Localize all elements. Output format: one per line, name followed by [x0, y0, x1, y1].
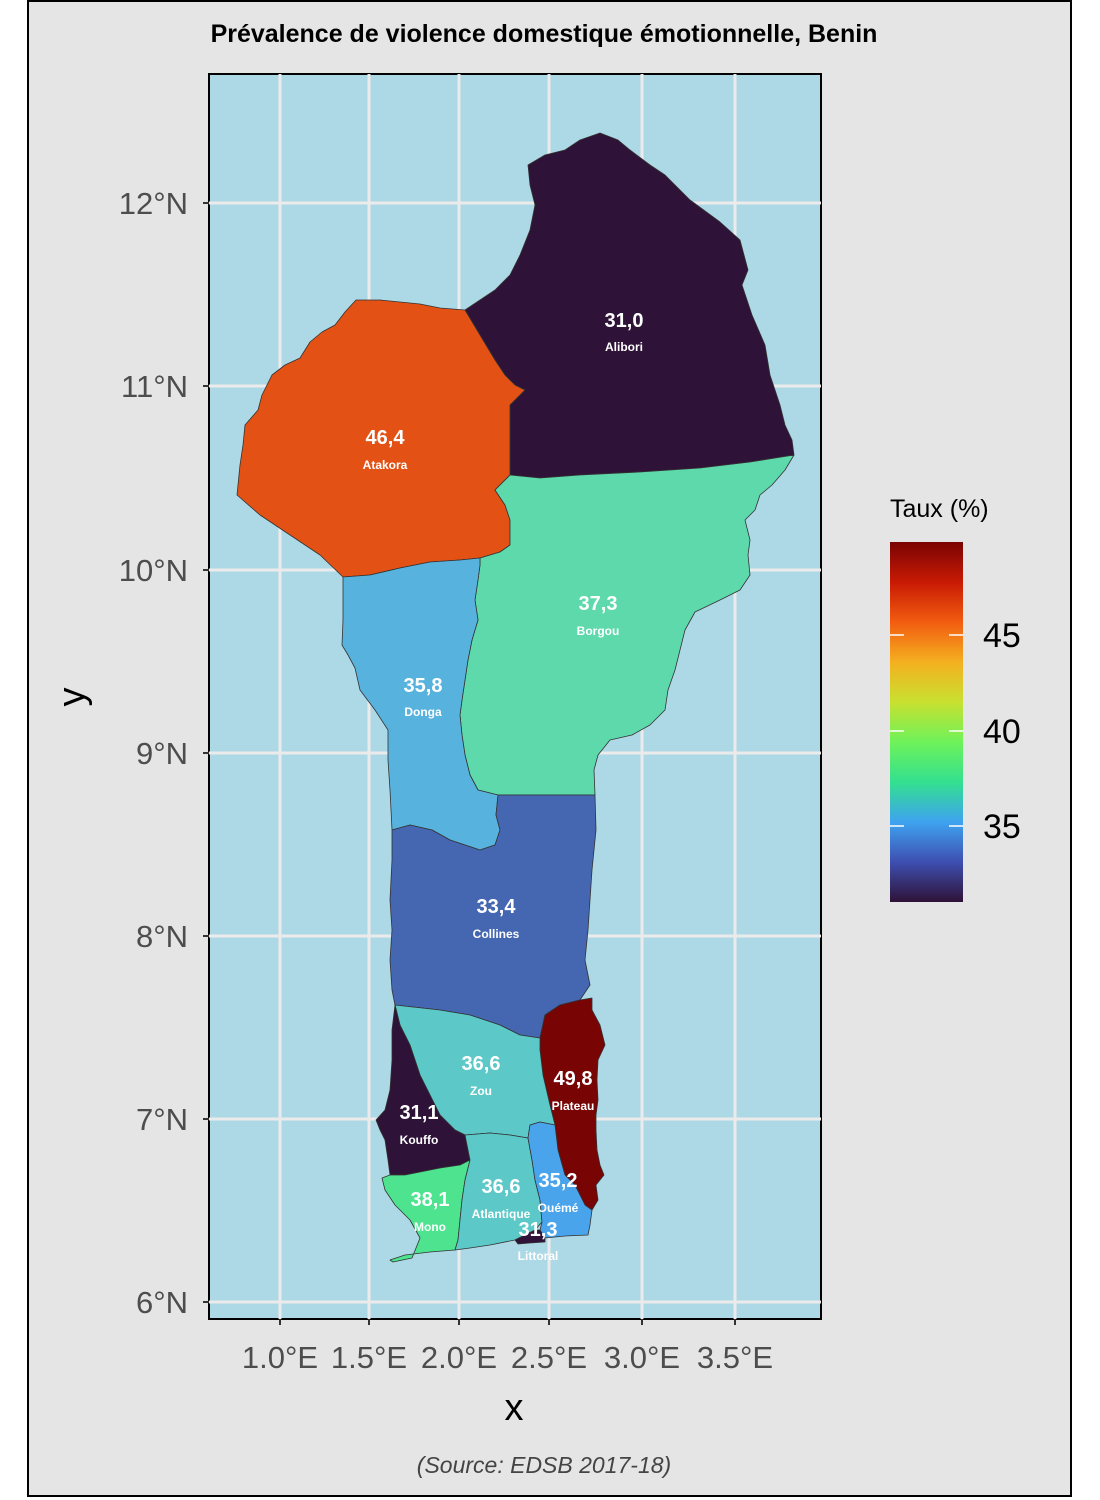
y-axis-title: y [51, 688, 93, 707]
y-tick-label: 11°N [121, 369, 188, 404]
legend-colorbar [890, 542, 963, 902]
value-label-littoral: 31,3 [519, 1219, 558, 1241]
value-label-donga: 35,8 [404, 675, 443, 697]
legend-tick-label: 40 [983, 713, 1021, 751]
y-tick-label: 7°N [136, 1102, 188, 1137]
value-label-atakora: 46,4 [366, 427, 406, 449]
name-label-kouffo: Kouffo [400, 1133, 439, 1147]
region-collines [389, 794, 597, 1039]
name-label-atakora: Atakora [363, 458, 408, 472]
legend-tick-label: 45 [983, 617, 1021, 655]
value-label-plateau: 49,8 [554, 1068, 593, 1090]
value-label-collines: 33,4 [477, 896, 517, 918]
value-label-borgou: 37,3 [579, 593, 618, 615]
value-label-oueme: 35,2 [539, 1170, 578, 1192]
value-label-zou: 36,6 [462, 1053, 501, 1075]
y-tick-label: 12°N [119, 186, 188, 221]
name-label-collines: Collines [473, 927, 520, 941]
x-tick-labels: 1.0°E 1.5°E 2.0°E 2.5°E 3.0°E 3.5°E [242, 1340, 773, 1375]
region-labels: 31,0 Alibori 46,4 Atakora 37,3 Borgou 35… [363, 310, 644, 1263]
y-tick-labels: 12°N 11°N 10°N 9°N 8°N 7°N 6°N [119, 186, 188, 1320]
regions [236, 132, 795, 1263]
x-tick-label: 2.0°E [421, 1340, 497, 1375]
y-axis-ticks [203, 202, 209, 1303]
legend-tick-label: 35 [983, 808, 1021, 846]
name-label-zou: Zou [470, 1084, 492, 1098]
name-label-littoral: Littoral [518, 1249, 559, 1263]
value-label-kouffo: 31,1 [400, 1102, 439, 1124]
y-tick-label: 8°N [136, 919, 188, 954]
x-axis-ticks [279, 1319, 736, 1325]
value-label-mono: 38,1 [411, 1189, 450, 1211]
x-tick-label: 1.5°E [331, 1340, 407, 1375]
name-label-alibori: Alibori [605, 340, 643, 354]
name-label-mono: Mono [414, 1220, 446, 1234]
x-tick-label: 3.0°E [604, 1340, 680, 1375]
y-tick-label: 6°N [136, 1285, 188, 1320]
value-label-alibori: 31,0 [605, 310, 644, 332]
name-label-donga: Donga [404, 705, 442, 719]
name-label-borgou: Borgou [577, 624, 620, 638]
x-tick-label: 3.5°E [697, 1340, 773, 1375]
x-tick-label: 1.0°E [242, 1340, 318, 1375]
map-title: Prévalence de violence domestique émotio… [210, 20, 878, 48]
region-littoral [514, 1229, 546, 1245]
source-caption: (Source: EDSB 2017-18) [416, 1452, 672, 1478]
legend-title: Taux (%) [890, 495, 989, 523]
legend: Taux (%) 35 40 45 [890, 495, 1021, 902]
name-label-oueme: Ouémé [538, 1201, 579, 1215]
name-label-plateau: Plateau [552, 1099, 595, 1113]
y-tick-label: 9°N [136, 736, 188, 771]
region-atakora [236, 299, 526, 578]
region-mono [381, 1159, 471, 1263]
y-tick-label: 10°N [119, 553, 188, 588]
x-axis-title: x [505, 1387, 524, 1429]
name-label-atlantique: Atlantique [472, 1207, 531, 1221]
x-tick-label: 2.5°E [511, 1340, 587, 1375]
region-oueme [527, 1121, 593, 1239]
value-label-atlantique: 36,6 [482, 1176, 521, 1198]
